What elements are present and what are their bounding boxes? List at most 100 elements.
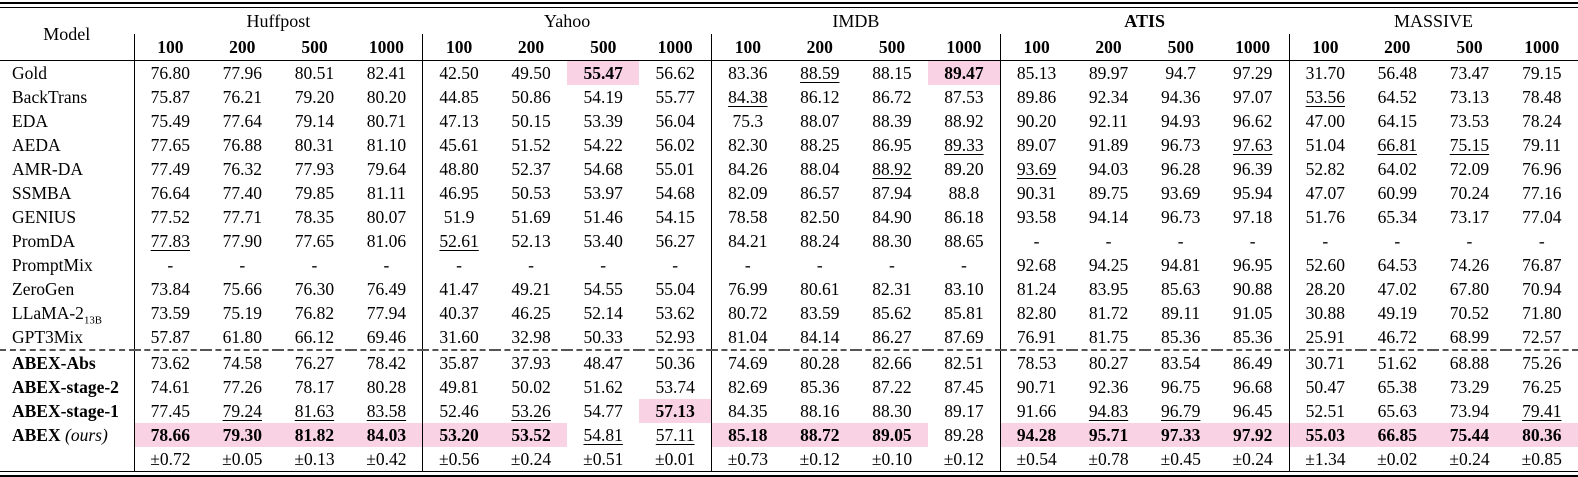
cell: 48.47 <box>567 348 640 375</box>
cell: 96.73 <box>1161 134 1201 155</box>
cell: 67.80 <box>1449 278 1490 299</box>
model-label: LLaMA-2 <box>12 302 84 323</box>
cell: 80.72 <box>710 300 784 325</box>
model-label: PromDA <box>12 230 76 251</box>
table-row-backtrans: BackTrans 75.87 76.21 79.20 80.20 44.85 50.86 5… <box>0 84 1578 109</box>
cell: 81.24 <box>999 276 1073 301</box>
cell: 69.46 <box>366 326 407 347</box>
cell: 84.21 <box>710 228 784 253</box>
cell: 50.02 <box>511 376 551 397</box>
cell: 50.86 <box>511 86 551 107</box>
cell: 76.30 <box>294 278 335 299</box>
cell: 79.15 <box>1522 62 1562 83</box>
cell: 79.85 <box>294 182 335 203</box>
cell: 95.94 <box>1232 182 1273 203</box>
cell: 96.95 <box>1232 254 1273 275</box>
cell: 91.66 <box>999 398 1073 423</box>
cell: 87.53 <box>944 86 984 107</box>
cell: 41.47 <box>422 276 495 301</box>
cell: 97.07 <box>1232 86 1273 107</box>
col-header-atis-500: 500 <box>1144 34 1217 61</box>
std-cell: ±0.12 <box>799 448 840 469</box>
cell: 83.58 <box>366 400 407 421</box>
cell: 54.22 <box>583 134 623 155</box>
cell: - <box>1177 230 1184 251</box>
cell: 30.88 <box>1288 300 1362 325</box>
cell: 52.93 <box>655 326 695 347</box>
cell: 75.3 <box>710 108 784 133</box>
cell: 91.05 <box>1232 302 1273 323</box>
std-cell: ±0.42 <box>366 448 407 469</box>
cell: - <box>1394 230 1401 251</box>
cell: 72.09 <box>1449 158 1490 179</box>
cell: 73.84 <box>133 276 207 301</box>
cell: 96.28 <box>1161 158 1201 179</box>
model-label: PromptMix <box>12 254 93 275</box>
table-row-amr-da: AMR-DA 77.49 76.32 77.93 79.64 48.80 52.37 54.6… <box>0 156 1578 181</box>
cell: 75.44 <box>1433 422 1506 447</box>
cell: 79.24 <box>222 400 262 421</box>
cell: 70.24 <box>1449 182 1490 203</box>
model-name-zerogen: ZeroGen <box>0 277 134 301</box>
cell: 75.87 <box>133 84 207 109</box>
cell: 55.01 <box>655 158 695 179</box>
cell: 88.15 <box>872 62 912 83</box>
cell: - <box>1466 230 1473 251</box>
cell: 81.75 <box>1088 326 1129 347</box>
model-name-gpt3mix: GPT3Mix <box>0 325 134 350</box>
std-cell: ±0.12 <box>943 448 985 469</box>
cell: 51.9 <box>422 204 495 229</box>
cell: 52.82 <box>1288 156 1362 181</box>
cell: 55.47 <box>567 60 640 85</box>
model-label: GPT3Mix <box>12 326 83 347</box>
cell: 79.30 <box>206 422 279 447</box>
cell: 78.35 <box>294 206 335 227</box>
cell: 77.90 <box>222 230 262 251</box>
cell: 71.80 <box>1522 302 1562 323</box>
cell: 97.63 <box>1232 134 1273 155</box>
cell: 37.93 <box>494 348 568 375</box>
cell: 52.14 <box>583 302 623 323</box>
cell: 85.81 <box>944 302 984 323</box>
cell: 46.72 <box>1377 326 1417 347</box>
cell: 97.92 <box>1216 422 1289 447</box>
cell: 51.62 <box>1361 348 1434 375</box>
cell: 77.65 <box>133 132 207 157</box>
cell: 88.30 <box>872 400 912 421</box>
cell: 81.11 <box>367 182 406 203</box>
cell: 88.39 <box>872 110 912 131</box>
cell: 96.73 <box>1161 206 1201 227</box>
std-cell: ±0.73 <box>710 446 784 471</box>
cell: 88.04 <box>800 158 840 179</box>
cell: 88.72 <box>783 422 856 447</box>
model-label: GENIUS <box>12 206 77 227</box>
table-row-zerogen: ZeroGen 73.84 75.66 76.30 76.49 41.47 49.21 54.… <box>0 276 1578 301</box>
cell: 78.48 <box>1522 86 1562 107</box>
cell: 54.68 <box>655 182 695 203</box>
cell: 76.91 <box>999 324 1073 350</box>
cell: 93.69 <box>1161 182 1201 203</box>
cell: 74.69 <box>710 348 784 375</box>
cell: 51.52 <box>511 134 551 155</box>
cell: 53.62 <box>655 302 695 323</box>
cell: 51.04 <box>1288 132 1362 157</box>
cell: 53.97 <box>583 182 623 203</box>
model-label: ZeroGen <box>12 278 75 299</box>
col-header-imdb-200: 200 <box>783 34 856 61</box>
cell: 89.07 <box>999 132 1073 157</box>
group-header-huffpost: Huffpost <box>246 11 311 31</box>
cell: 96.68 <box>1232 376 1273 397</box>
cell: 88.24 <box>800 230 840 251</box>
cell: 87.94 <box>872 182 912 203</box>
model-label: Gold <box>12 62 47 83</box>
cell: 84.90 <box>872 206 912 227</box>
cell: 52.60 <box>1288 252 1362 277</box>
cell: 77.49 <box>133 156 207 181</box>
model-label: BackTrans <box>12 86 88 107</box>
group-header-atis: ATIS <box>1124 11 1165 31</box>
cell: 75.19 <box>222 302 262 323</box>
cell: 76.82 <box>294 302 335 323</box>
cell: 49.50 <box>511 62 551 83</box>
cell: 77.64 <box>222 110 262 131</box>
model-name-promptmix: PromptMix <box>0 253 134 277</box>
